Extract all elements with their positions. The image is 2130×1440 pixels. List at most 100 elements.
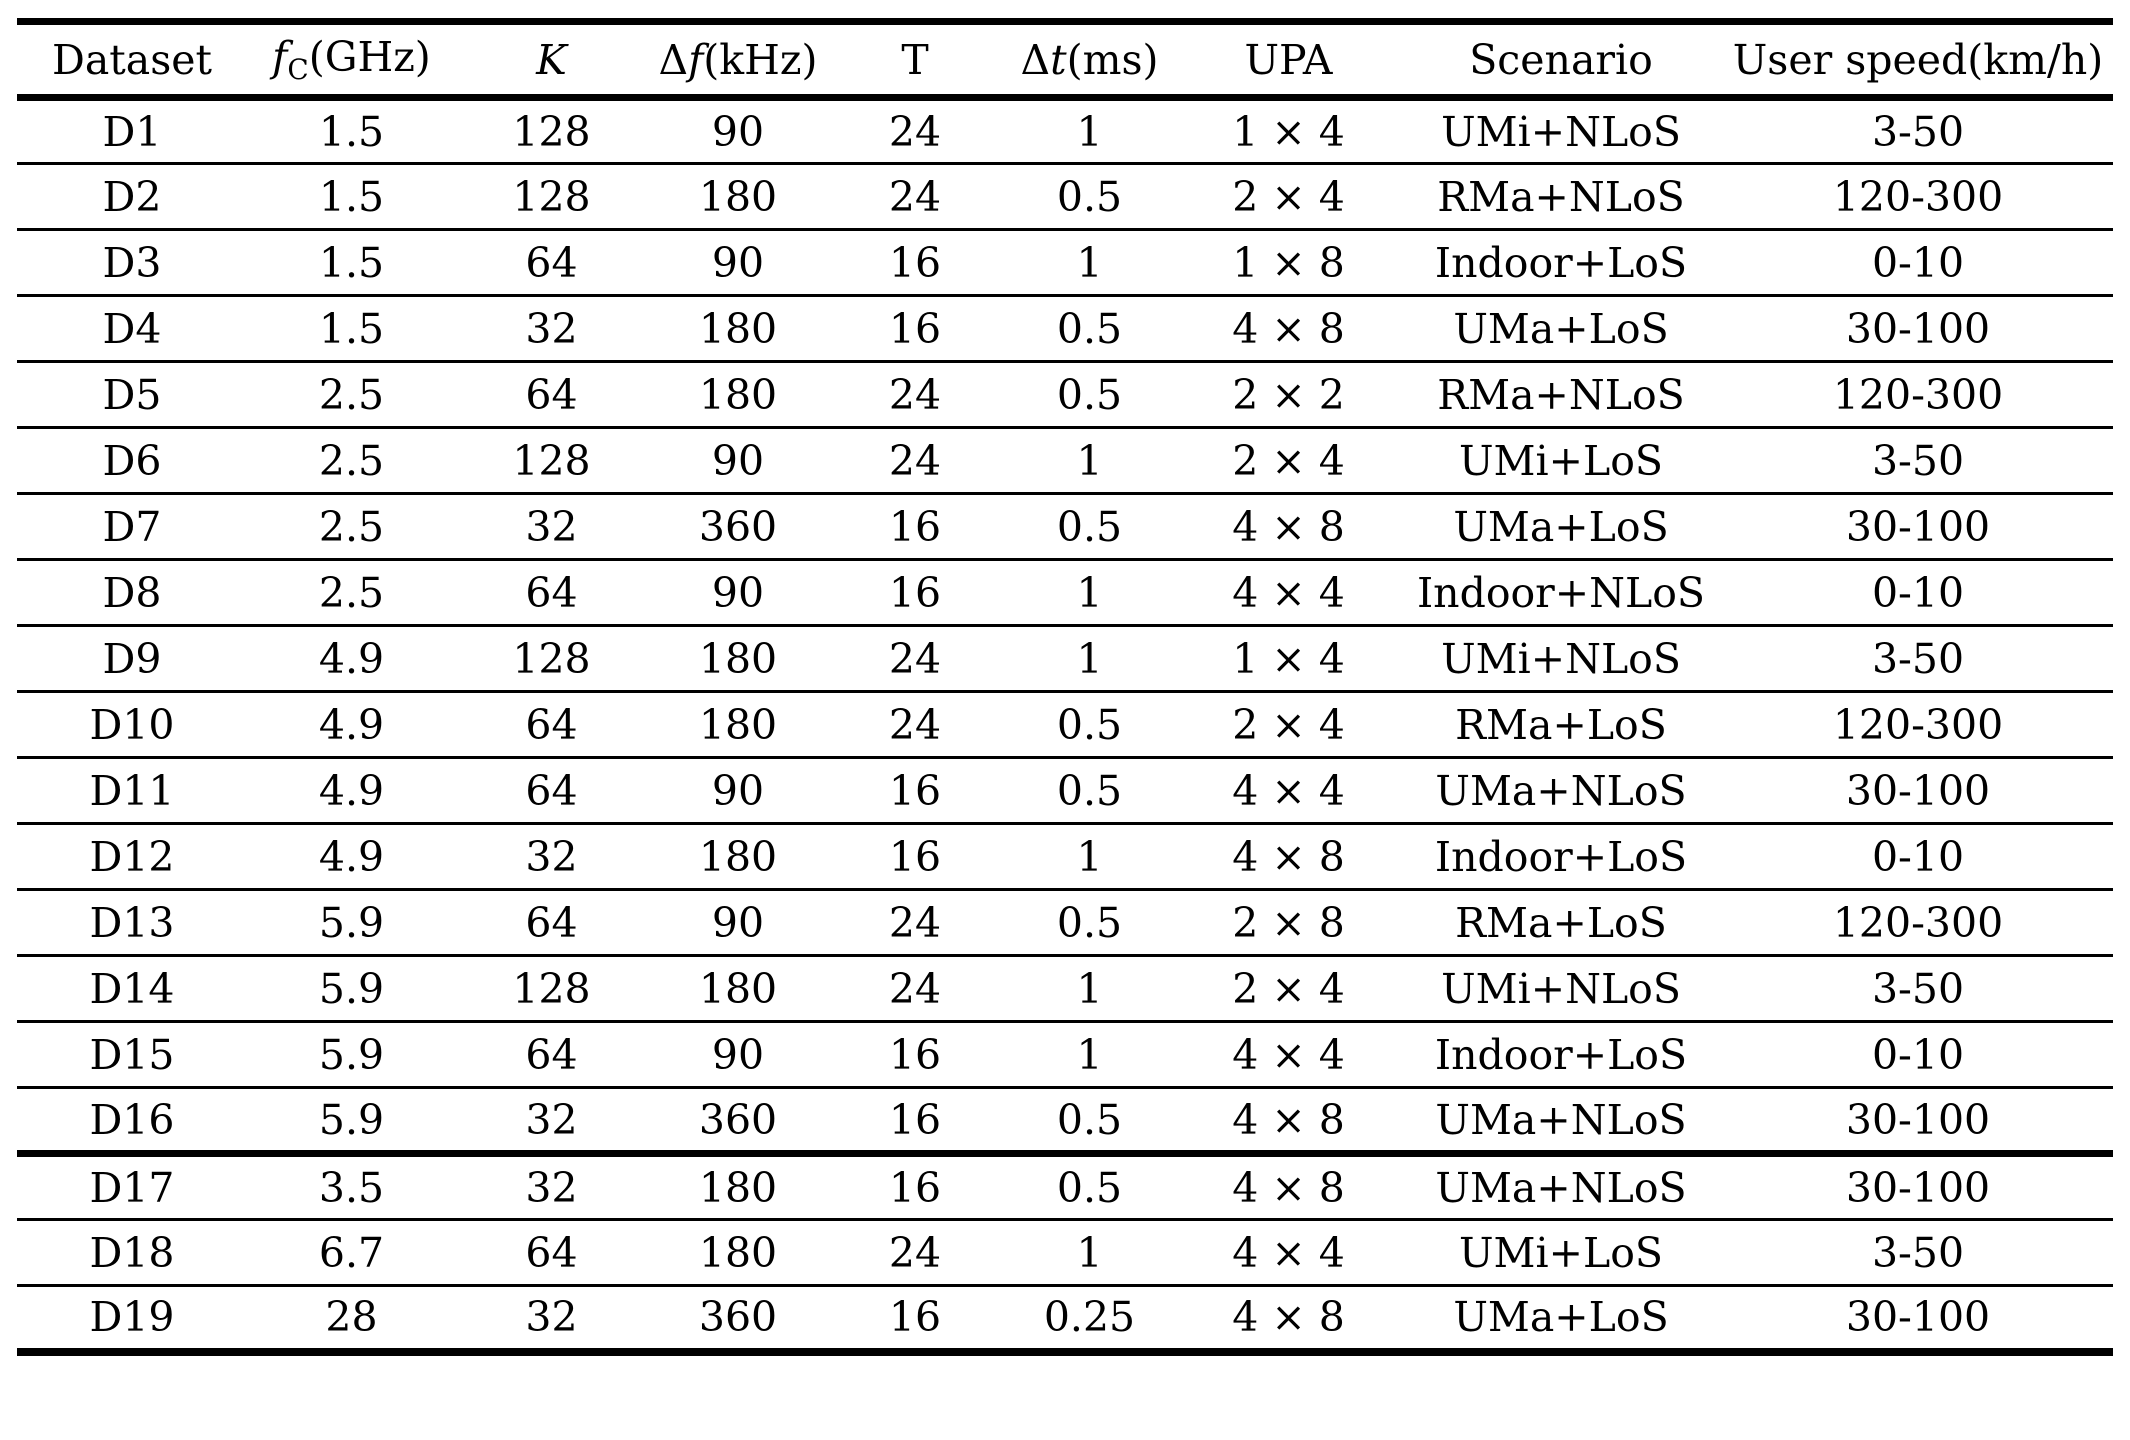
cell-df: 90 — [711, 436, 765, 485]
table-row: D3 1.5 64 90 16 1 1 × 8 Indoor+LoS 0-10 — [17, 229, 2113, 296]
cell-fc: 5.9 — [318, 964, 385, 1013]
cell-dataset: D11 — [89, 766, 175, 815]
cell-speed: 120-300 — [1832, 370, 2004, 419]
col-header-upa: UPA — [1178, 21, 1399, 101]
cell-dt: 1 — [1076, 568, 1103, 617]
cell-k: 32 — [525, 1163, 578, 1212]
cell-df: 360 — [698, 1293, 778, 1342]
table-row: D1 1.5 128 90 24 1 1 × 4 UMi+NLoS 3-50 — [17, 97, 2113, 164]
cell-upa: 4 × 8 — [1232, 1163, 1345, 1212]
cell-scenario: Indoor+NLoS — [1416, 568, 1706, 617]
cell-t: 24 — [888, 634, 942, 683]
header-scenario-label: Scenario — [1469, 35, 1653, 84]
cell-k: 64 — [525, 700, 578, 749]
col-header-dataset: Dataset — [17, 21, 247, 101]
cell-scenario: UMa+LoS — [1453, 1293, 1669, 1342]
cell-scenario: RMa+NLoS — [1437, 370, 1685, 419]
cell-speed: 3-50 — [1871, 1228, 1965, 1277]
cell-t: 24 — [888, 107, 942, 156]
cell-k: 64 — [525, 1228, 578, 1277]
cell-fc: 2.5 — [318, 436, 385, 485]
cell-k: 64 — [525, 898, 578, 947]
cell-dt: 0.5 — [1056, 172, 1123, 221]
header-dt-unit: (ms) — [1066, 35, 1159, 84]
cell-fc: 5.9 — [318, 898, 385, 947]
cell-t: 16 — [888, 568, 942, 617]
cell-speed: 0-10 — [1871, 832, 1965, 881]
cell-df: 180 — [698, 634, 778, 683]
table-row: D13 5.9 64 90 24 0.5 2 × 8 RMa+LoS 120-300 — [17, 889, 2113, 956]
cell-speed: 0-10 — [1871, 238, 1965, 287]
cell-upa: 4 × 8 — [1232, 1293, 1345, 1342]
cell-k: 32 — [525, 1293, 578, 1342]
cell-speed: 0-10 — [1871, 568, 1965, 617]
cell-scenario: UMa+NLoS — [1435, 1163, 1687, 1212]
cell-t: 24 — [888, 172, 942, 221]
table-row: D4 1.5 32 180 16 0.5 4 × 8 UMa+LoS 30-100 — [17, 295, 2113, 362]
cell-upa: 2 × 4 — [1232, 964, 1345, 1013]
table-row: D17 3.5 32 180 16 0.5 4 × 8 UMa+NLoS 30-100 — [17, 1153, 2113, 1220]
header-df-symbol: f — [688, 35, 704, 84]
cell-t: 16 — [888, 1095, 942, 1144]
cell-df: 360 — [698, 1095, 778, 1144]
cell-speed: 30-100 — [1845, 1095, 1991, 1144]
cell-fc: 28 — [325, 1293, 378, 1342]
cell-dataset: D16 — [89, 1095, 175, 1144]
cell-dataset: D18 — [89, 1228, 175, 1277]
table-row: D9 4.9 128 180 24 1 1 × 4 UMi+NLoS 3-50 — [17, 625, 2113, 692]
cell-dataset: D3 — [102, 238, 162, 287]
cell-k: 32 — [525, 832, 578, 881]
cell-df: 180 — [698, 1163, 778, 1212]
cell-fc: 5.9 — [318, 1095, 385, 1144]
cell-speed: 30-100 — [1845, 766, 1991, 815]
cell-fc: 4.9 — [318, 832, 385, 881]
cell-df: 180 — [698, 172, 778, 221]
cell-dt: 1 — [1076, 634, 1103, 683]
header-dataset-label: Dataset — [51, 35, 213, 84]
cell-fc: 1.5 — [318, 172, 385, 221]
cell-speed: 30-100 — [1845, 1293, 1991, 1342]
cell-fc: 1.5 — [318, 107, 385, 156]
cell-dataset: D4 — [102, 304, 162, 353]
col-header-k: K — [456, 21, 647, 101]
cell-upa: 2 × 4 — [1232, 172, 1345, 221]
cell-df: 90 — [711, 898, 765, 947]
table-row: D12 4.9 32 180 16 1 4 × 8 Indoor+LoS 0-10 — [17, 823, 2113, 890]
cell-t: 24 — [888, 436, 942, 485]
cell-t: 24 — [888, 700, 942, 749]
cell-df: 90 — [711, 568, 765, 617]
cell-k: 32 — [525, 1095, 578, 1144]
cell-speed: 120-300 — [1832, 700, 2004, 749]
table-row: D18 6.7 64 180 24 1 4 × 4 UMi+LoS 3-50 — [17, 1219, 2113, 1286]
cell-upa: 1 × 8 — [1232, 238, 1345, 287]
cell-t: 24 — [888, 370, 942, 419]
cell-df: 180 — [698, 370, 778, 419]
cell-upa: 4 × 8 — [1232, 1095, 1345, 1144]
cell-speed: 3-50 — [1871, 634, 1965, 683]
cell-k: 128 — [512, 964, 591, 1013]
cell-t: 16 — [888, 238, 942, 287]
col-header-t: T — [829, 21, 1001, 101]
table-row: D6 2.5 128 90 24 1 2 × 4 UMi+LoS 3-50 — [17, 427, 2113, 494]
cell-dataset: D13 — [89, 898, 175, 947]
cell-upa: 4 × 8 — [1232, 502, 1345, 551]
table-row: D5 2.5 64 180 24 0.5 2 × 2 RMa+NLoS 120-300 — [17, 361, 2113, 428]
cell-dataset: D8 — [102, 568, 162, 617]
cell-dt: 1 — [1076, 1030, 1103, 1079]
cell-speed: 3-50 — [1871, 436, 1965, 485]
col-header-df: Δf(kHz) — [647, 21, 829, 101]
cell-fc: 4.9 — [318, 766, 385, 815]
cell-speed: 3-50 — [1871, 107, 1965, 156]
header-fc-unit: (GHz) — [308, 33, 431, 82]
cell-scenario: Indoor+LoS — [1434, 832, 1688, 881]
cell-upa: 4 × 4 — [1232, 568, 1345, 617]
cell-scenario: RMa+LoS — [1455, 700, 1667, 749]
cell-dataset: D6 — [102, 436, 162, 485]
cell-t: 16 — [888, 832, 942, 881]
cell-fc: 1.5 — [318, 304, 385, 353]
cell-t: 16 — [888, 304, 942, 353]
cell-dt: 0.5 — [1056, 370, 1123, 419]
cell-dataset: D14 — [89, 964, 175, 1013]
cell-upa: 1 × 4 — [1232, 107, 1345, 156]
cell-fc: 4.9 — [318, 700, 385, 749]
